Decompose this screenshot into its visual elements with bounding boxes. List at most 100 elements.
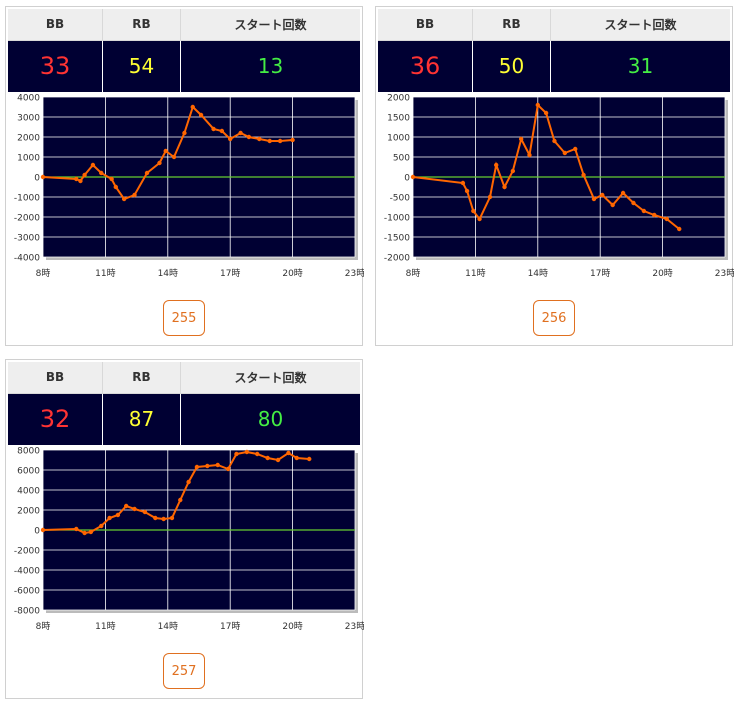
data-point <box>74 176 79 182</box>
y-tick-label: 0 <box>404 174 410 184</box>
data-point <box>664 216 669 222</box>
data-point <box>153 515 158 521</box>
data-point <box>132 506 137 512</box>
data-point <box>257 136 262 142</box>
data-point <box>246 134 252 140</box>
rb-count: 50 <box>472 40 551 92</box>
rb-count: 54 <box>102 40 181 92</box>
data-point <box>109 176 114 182</box>
x-tick-label: 23時 <box>345 268 364 279</box>
data-point <box>82 172 87 178</box>
data-point <box>178 497 183 503</box>
x-tick-label: 8時 <box>36 621 51 632</box>
machine-number-button[interactable]: 256 <box>533 300 575 336</box>
x-tick-label: 17時 <box>220 268 240 279</box>
start-header: スタート回数 <box>180 362 360 394</box>
data-point <box>90 162 96 168</box>
line-chart: 8000 6000 4000 2000 0 -2000 -4000 -6000 -8000 8時 1… <box>14 447 364 633</box>
data-point <box>290 137 295 143</box>
y-tick-label: 6000 <box>17 467 40 477</box>
data-point <box>99 523 104 529</box>
data-point <box>157 160 162 166</box>
y-tick-label: 4000 <box>17 94 40 104</box>
x-tick-label: 20時 <box>282 621 302 632</box>
rb-header: RB <box>102 9 181 41</box>
data-point <box>211 126 216 132</box>
y-tick-label: -8000 <box>14 607 40 617</box>
y-tick-label: 8000 <box>17 447 40 457</box>
data-point <box>194 464 200 470</box>
y-tick-label: 2000 <box>387 94 410 104</box>
data-point <box>591 196 597 202</box>
data-point <box>82 530 87 536</box>
rb-header: RB <box>102 362 181 394</box>
data-point <box>581 172 586 178</box>
y-tick-label: -6000 <box>14 587 40 597</box>
line-chart: 2000 1500 1000 500 0 -500 -1000 -1500 -2000 8時 11時… <box>384 94 734 280</box>
y-tick-label: 1500 <box>387 114 410 124</box>
x-tick-label: 14時 <box>158 621 178 632</box>
data-point <box>244 449 250 455</box>
bb-count: 36 <box>378 40 473 92</box>
stats-table: BB RB スタート回数 36 50 31 <box>378 9 730 92</box>
start-header: スタート回数 <box>550 9 730 41</box>
data-point <box>277 138 283 144</box>
data-point <box>502 184 507 190</box>
series-line <box>412 102 680 230</box>
data-point <box>78 178 83 184</box>
data-point <box>238 130 243 136</box>
y-tick-label: 0 <box>34 174 40 184</box>
y-tick-label: 2000 <box>17 134 40 144</box>
data-point <box>294 455 299 461</box>
y-tick-label: 1000 <box>387 134 410 144</box>
bb-header: BB <box>378 9 473 41</box>
data-point <box>494 162 499 168</box>
data-point <box>113 184 119 190</box>
x-tick-label: 8時 <box>36 268 51 279</box>
data-point <box>219 128 225 134</box>
data-point <box>163 148 168 154</box>
machine-number-button[interactable]: 255 <box>163 300 205 336</box>
x-tick-label: 11時 <box>95 268 115 279</box>
data-point <box>234 451 239 457</box>
data-point <box>190 104 195 110</box>
data-point <box>215 462 220 468</box>
stats-table: BB RB スタート回数 32 87 80 <box>8 362 360 445</box>
y-tick-label: -2000 <box>384 254 410 264</box>
y-tick-label: 3000 <box>17 114 40 124</box>
y-tick-label: -500 <box>390 194 411 204</box>
data-point <box>186 479 191 485</box>
data-point <box>487 194 493 200</box>
data-point <box>518 136 524 142</box>
x-tick-label: 14時 <box>158 268 178 279</box>
data-point <box>132 192 137 198</box>
machine-card-3: BB RB スタート回数 32 87 80 8000 6000 4000 2000 0 -… <box>5 359 364 699</box>
start-count: 80 <box>180 393 360 445</box>
data-point <box>40 527 46 533</box>
x-tick-label: 17時 <box>220 621 240 632</box>
start-count: 13 <box>180 40 360 92</box>
y-tick-label: 500 <box>393 154 410 164</box>
rb-count: 87 <box>102 393 181 445</box>
data-point <box>205 463 210 469</box>
data-point <box>543 110 549 116</box>
x-tick-label: 23時 <box>345 621 364 632</box>
data-point <box>286 450 291 456</box>
data-point <box>124 503 129 509</box>
x-tick-label: 11時 <box>465 268 485 279</box>
data-point <box>573 146 578 152</box>
data-point <box>410 174 416 180</box>
y-tick-label: -4000 <box>14 254 40 264</box>
machine-number-button[interactable]: 257 <box>163 653 205 689</box>
x-tick-label: 14時 <box>528 268 548 279</box>
data-point <box>510 168 516 174</box>
machine-card-1: BB RB スタート回数 33 54 13 4000 3000 2000 1000 0 -… <box>5 6 364 346</box>
y-tick-label: 2000 <box>17 507 40 517</box>
bb-count: 32 <box>8 393 103 445</box>
data-point <box>74 526 79 532</box>
data-point <box>610 202 615 208</box>
y-tick-label: -1000 <box>384 214 410 224</box>
data-point <box>677 226 682 232</box>
x-tick-label: 11時 <box>95 621 115 632</box>
data-point <box>225 466 231 472</box>
